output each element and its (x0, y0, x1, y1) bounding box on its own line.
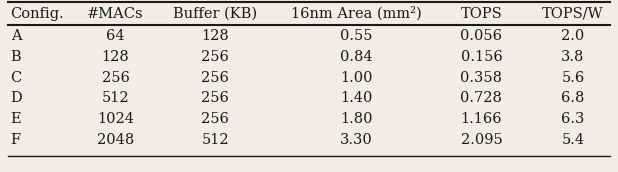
Text: 128: 128 (201, 29, 229, 44)
Text: 5.6: 5.6 (561, 71, 585, 85)
Text: D: D (11, 91, 22, 105)
Text: 1.40: 1.40 (341, 91, 373, 105)
Text: 5.4: 5.4 (561, 133, 585, 147)
Text: 256: 256 (201, 112, 229, 126)
Text: TOPS: TOPS (460, 7, 502, 21)
Text: 6.3: 6.3 (561, 112, 585, 126)
Text: 2.095: 2.095 (460, 133, 502, 147)
Text: 3.8: 3.8 (561, 50, 585, 64)
Text: 2.0: 2.0 (561, 29, 585, 44)
Text: C: C (11, 71, 22, 85)
Text: 1.166: 1.166 (460, 112, 502, 126)
Text: 2048: 2048 (97, 133, 134, 147)
Text: 6.8: 6.8 (561, 91, 585, 105)
Text: 0.358: 0.358 (460, 71, 502, 85)
Text: 1.00: 1.00 (341, 71, 373, 85)
Text: 1024: 1024 (97, 112, 134, 126)
Text: 0.55: 0.55 (341, 29, 373, 44)
Text: 16nm Area (mm²): 16nm Area (mm²) (291, 7, 422, 21)
Text: 256: 256 (201, 50, 229, 64)
Text: 0.156: 0.156 (460, 50, 502, 64)
Text: 3.30: 3.30 (341, 133, 373, 147)
Text: B: B (11, 50, 21, 64)
Text: 256: 256 (201, 71, 229, 85)
Text: #MACs: #MACs (87, 7, 144, 21)
Text: 256: 256 (201, 91, 229, 105)
Text: 256: 256 (102, 71, 130, 85)
Text: 64: 64 (106, 29, 125, 44)
Text: Config.: Config. (11, 7, 64, 21)
Text: Buffer (KB): Buffer (KB) (173, 7, 258, 21)
Text: 0.84: 0.84 (341, 50, 373, 64)
Text: A: A (11, 29, 21, 44)
Text: F: F (11, 133, 21, 147)
Text: 512: 512 (102, 91, 129, 105)
Text: 512: 512 (201, 133, 229, 147)
Text: 1.80: 1.80 (341, 112, 373, 126)
Text: 0.056: 0.056 (460, 29, 502, 44)
Text: 128: 128 (102, 50, 130, 64)
Text: TOPS/W: TOPS/W (542, 7, 604, 21)
Text: E: E (11, 112, 21, 126)
Text: 0.728: 0.728 (460, 91, 502, 105)
